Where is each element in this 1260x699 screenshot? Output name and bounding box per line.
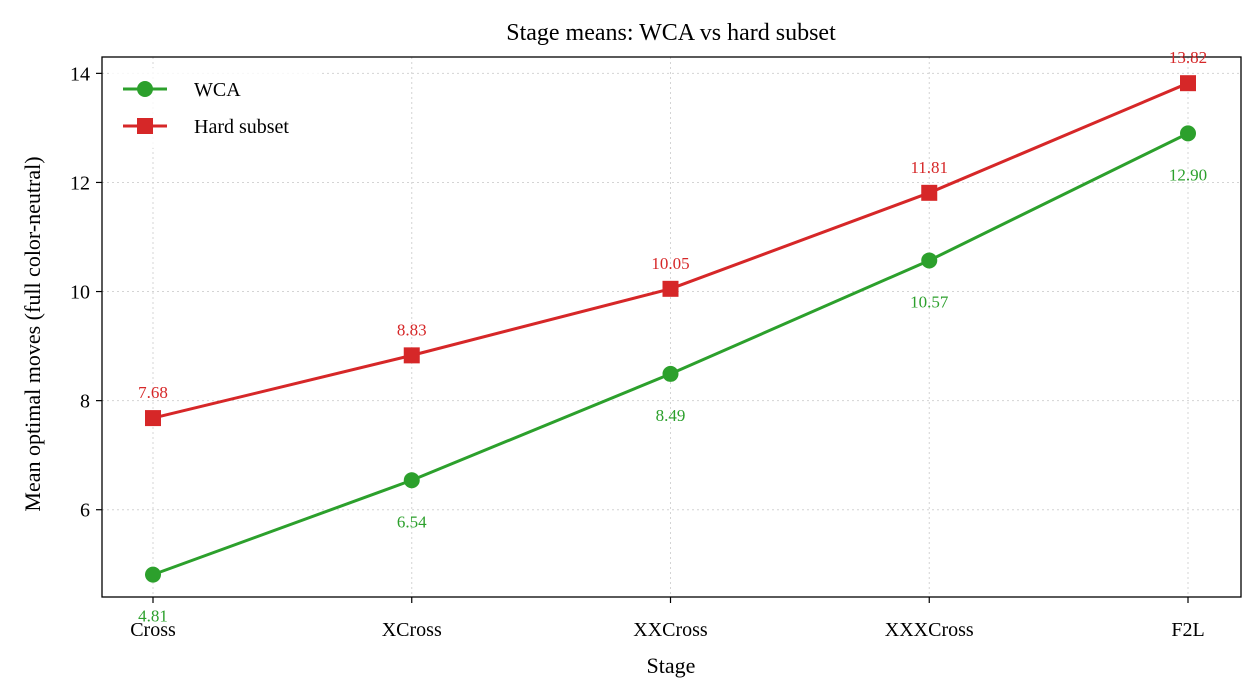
legend-entry-wca: WCA (123, 79, 241, 101)
y-axis-label: Mean optimal moves (full color-neutral) (20, 156, 45, 511)
data-label-wca: 6.54 (397, 512, 427, 531)
data-label-wca: 10.57 (910, 292, 949, 311)
x-tick-label: XXCross (633, 619, 708, 641)
data-point-wca (403, 472, 420, 489)
data-label-wca: 4.81 (138, 607, 168, 626)
x-tick-label: XCross (382, 619, 442, 641)
data-point-wca (662, 365, 679, 382)
data-point-hard-subset (1180, 75, 1196, 92)
data-point-wca (1180, 125, 1196, 142)
legend: WCA Hard subset (112, 68, 322, 148)
data-point-hard-subset (662, 280, 679, 297)
y-tick-label: 12 (70, 172, 90, 194)
y-tick-label: 6 (80, 500, 90, 522)
y-tick-label: 14 (70, 63, 90, 85)
data-point-hard-subset (403, 347, 420, 364)
data-point-hard-subset (921, 184, 938, 201)
legend-marker-wca (137, 81, 153, 97)
data-labels: 4.81 6.54 8.49 10.57 12.90 7.68 8.83 10.05 11.81… (138, 48, 1207, 625)
data-label-hard-subset: 7.68 (138, 383, 168, 402)
x-axis-label: Stage (647, 653, 696, 678)
x-tick-label: XXXCross (885, 619, 974, 641)
data-label-wca: 12.90 (1169, 165, 1207, 184)
legend-entry-hard-subset: Hard subset (123, 116, 289, 138)
y-tick-label: 8 (80, 391, 90, 413)
data-point-wca (145, 566, 161, 583)
series-layer (145, 75, 1196, 583)
data-label-hard-subset: 10.05 (651, 254, 689, 273)
axis-ticks: Cross XCross XXCross XXXCross F2L 6 8 10 12 14 (70, 63, 1205, 641)
y-tick-label: 10 (70, 282, 90, 304)
legend-label-hard-subset: Hard subset (194, 116, 289, 138)
x-tick-label: Cross (130, 619, 176, 641)
data-point-wca (921, 252, 938, 269)
data-point-hard-subset (145, 410, 161, 427)
data-label-wca: 8.49 (656, 406, 686, 425)
x-tick-label: F2L (1171, 619, 1204, 641)
data-label-hard-subset: 8.83 (397, 320, 427, 339)
plot-area-frame (101, 56, 1242, 598)
gridlines (102, 57, 1241, 597)
data-label-hard-subset: 11.81 (910, 158, 948, 177)
data-label-hard-subset: 13.82 (1169, 48, 1207, 67)
chart-title: Stage means: WCA vs hard subset (506, 20, 836, 46)
legend-marker-hard-subset (137, 118, 153, 134)
legend-label-wca: WCA (194, 79, 241, 101)
